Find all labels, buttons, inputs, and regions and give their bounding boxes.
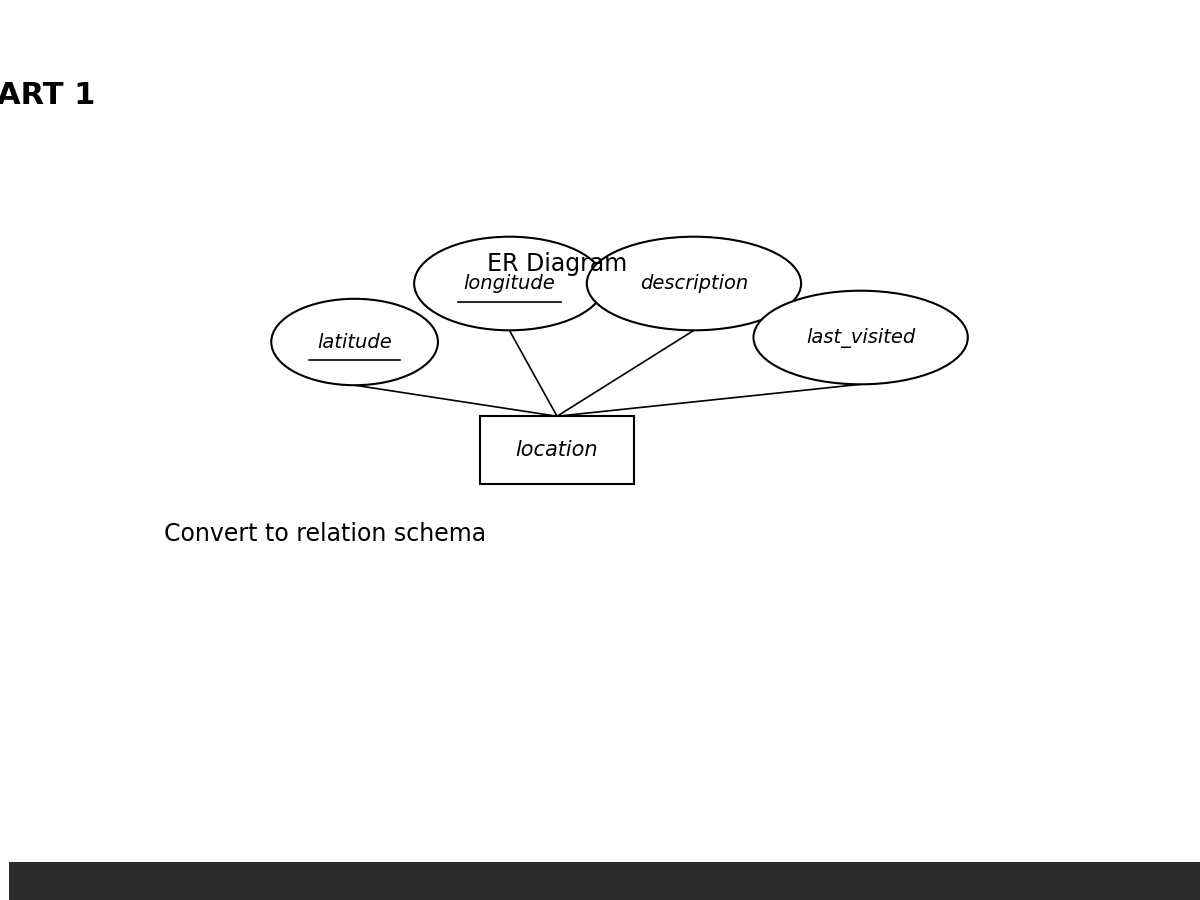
Ellipse shape bbox=[414, 237, 605, 330]
Text: ART 1: ART 1 bbox=[0, 81, 96, 110]
Ellipse shape bbox=[587, 237, 802, 330]
Text: longitude: longitude bbox=[463, 274, 556, 293]
Text: latitude: latitude bbox=[317, 332, 392, 352]
Text: location: location bbox=[516, 440, 599, 460]
Ellipse shape bbox=[271, 299, 438, 385]
Text: description: description bbox=[640, 274, 748, 293]
Ellipse shape bbox=[754, 291, 968, 384]
Text: ER Diagram: ER Diagram bbox=[487, 252, 628, 276]
Text: last_visited: last_visited bbox=[806, 328, 916, 347]
FancyBboxPatch shape bbox=[10, 862, 1200, 900]
FancyBboxPatch shape bbox=[480, 416, 635, 484]
Text: Convert to relation schema: Convert to relation schema bbox=[164, 522, 486, 546]
